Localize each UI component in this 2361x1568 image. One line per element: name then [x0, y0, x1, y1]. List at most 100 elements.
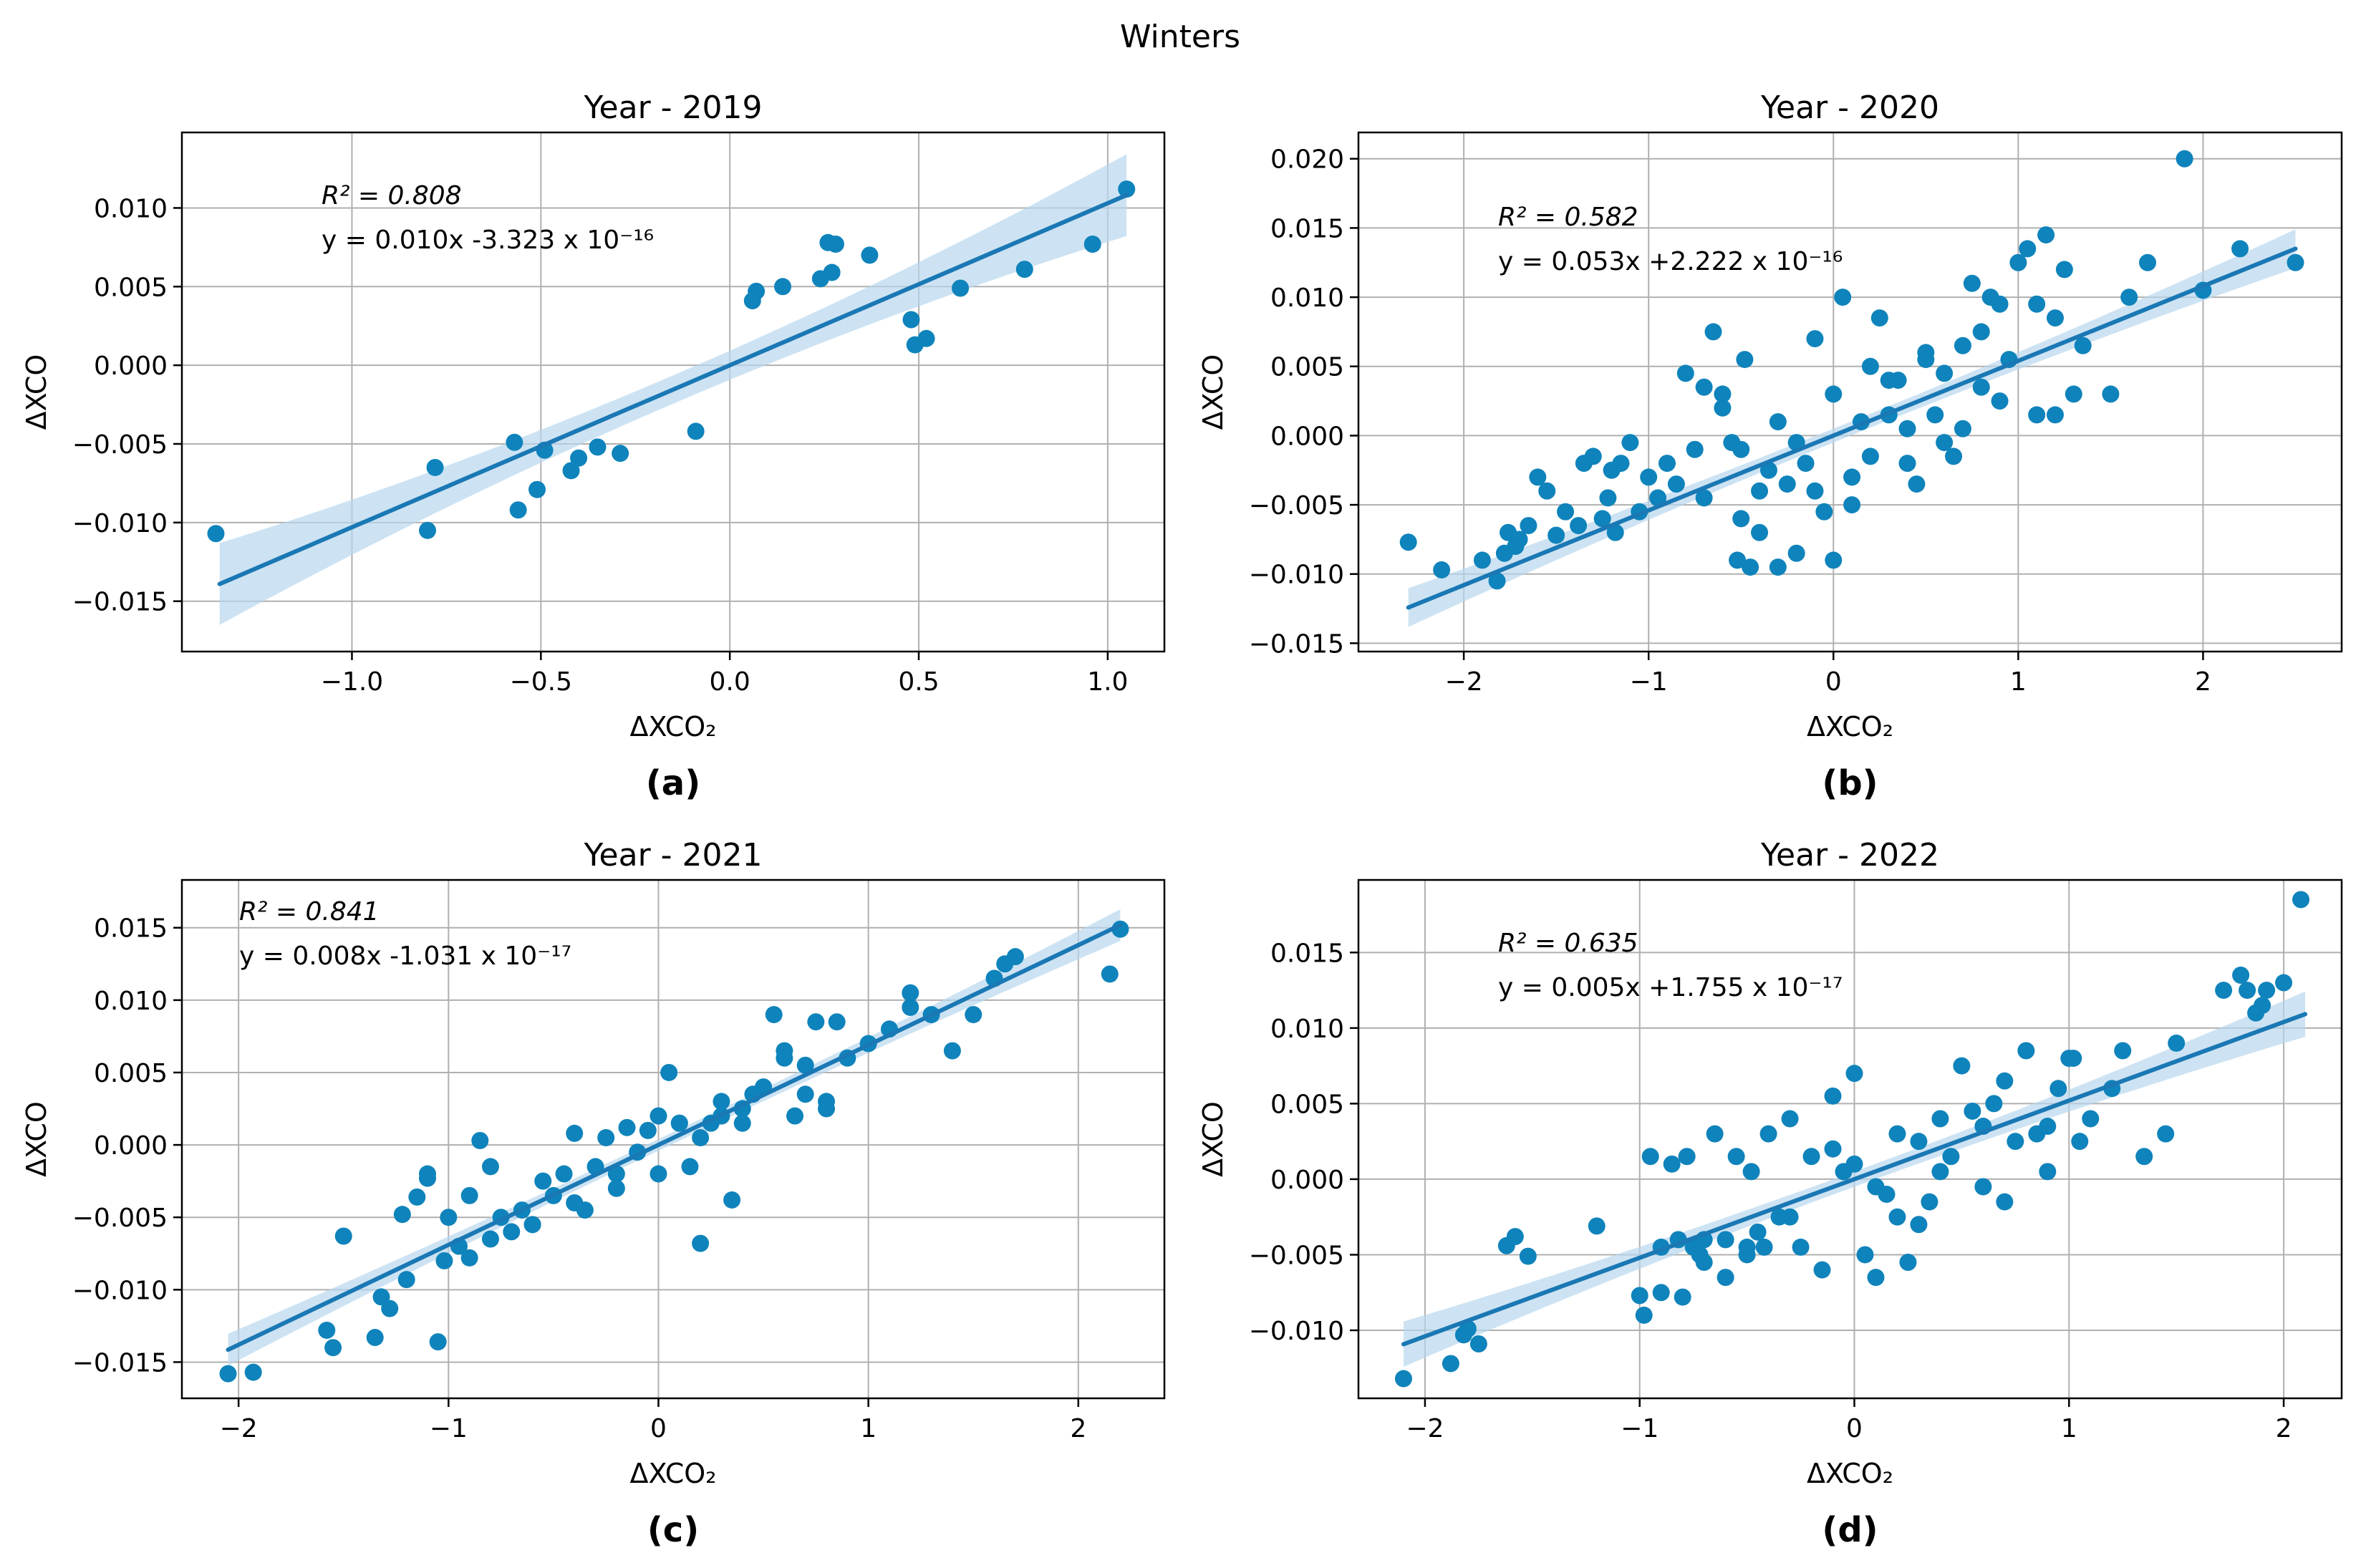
- data-point: [639, 1121, 657, 1139]
- data-point: [1936, 364, 1954, 382]
- data-point: [219, 1365, 237, 1383]
- plot-frame: [1357, 879, 2343, 1400]
- data-point: [1867, 1269, 1885, 1287]
- panel-title: Year - 2019: [584, 89, 763, 126]
- data-point: [2007, 1133, 2024, 1151]
- data-point: [1529, 468, 1547, 486]
- y-tick-label: 0.000: [94, 1131, 168, 1161]
- data-point: [1459, 1320, 1477, 1337]
- y-tick-label: −0.005: [1249, 491, 1344, 521]
- y-tick-label: −0.015: [1249, 629, 1344, 659]
- data-point: [2114, 1042, 2132, 1060]
- regression-line: [217, 193, 1129, 586]
- data-point: [1825, 385, 1843, 403]
- data-point: [1083, 235, 1101, 253]
- panel-label: (c): [647, 1510, 699, 1550]
- data-point: [2049, 1080, 2067, 1098]
- data-point: [1717, 1231, 1734, 1249]
- data-point: [2254, 997, 2271, 1015]
- r-squared-label: R² = 0.841: [239, 897, 380, 926]
- data-point: [440, 1209, 458, 1226]
- data-point: [1006, 948, 1024, 966]
- data-point: [2009, 253, 2027, 271]
- data-point: [692, 1128, 710, 1146]
- data-point: [650, 1165, 667, 1183]
- panel-1: −1.0 −0.5 0.0 0.5 1.0 −0.015 −0.010 −0.005 0.000…: [21, 89, 1166, 803]
- y-tick-label: 0.010: [94, 987, 168, 1016]
- x-tick-label: −1: [1630, 667, 1668, 697]
- data-point: [1714, 385, 1732, 403]
- data-point: [1557, 503, 1575, 521]
- data-point: [2039, 1163, 2057, 1181]
- data-point: [1954, 337, 1971, 354]
- data-point: [1606, 523, 1624, 541]
- x-tick-label: −1: [430, 1414, 468, 1443]
- data-point: [1706, 1125, 1724, 1143]
- data-point: [244, 1363, 262, 1381]
- data-point: [460, 1186, 478, 1204]
- data-point: [429, 1333, 447, 1351]
- panel-label: (b): [1822, 763, 1878, 803]
- data-point: [1755, 1238, 1773, 1256]
- x-tick-label: 0: [650, 1414, 667, 1443]
- data-point: [419, 521, 436, 539]
- x-tick-label: 0: [1846, 1414, 1863, 1443]
- data-point: [2037, 226, 2055, 244]
- data-point: [318, 1321, 336, 1339]
- data-point: [1101, 965, 1119, 983]
- data-point: [1652, 1284, 1670, 1302]
- data-point: [1845, 1065, 1863, 1083]
- data-point: [1963, 274, 1981, 292]
- data-point: [1824, 1140, 1842, 1158]
- data-point: [207, 525, 225, 543]
- panels: −1.0 −0.5 0.0 0.5 1.0 −0.015 −0.010 −0.005 0.000…: [21, 89, 2343, 1550]
- data-point: [566, 1194, 584, 1211]
- plot-frame: [180, 131, 1166, 653]
- y-tick-label: 0.000: [94, 352, 168, 381]
- scatter-points: [1394, 891, 2310, 1388]
- data-point: [660, 1063, 678, 1081]
- data-point: [1910, 1133, 1928, 1151]
- x-tick-label: 1: [2010, 667, 2027, 697]
- data-point: [2065, 385, 2082, 403]
- y-tick-label: 0.020: [1270, 145, 1344, 175]
- data-point: [1972, 323, 1990, 341]
- data-point: [1834, 289, 1852, 306]
- data-point: [1843, 496, 1861, 514]
- data-point: [687, 422, 705, 440]
- data-point: [943, 1042, 961, 1060]
- plot-frame: [180, 879, 1166, 1400]
- data-point: [733, 1114, 751, 1132]
- data-point: [1996, 1193, 2014, 1211]
- data-point: [2055, 261, 2073, 279]
- y-tick-label: −0.015: [72, 1348, 168, 1378]
- data-point: [1488, 572, 1506, 590]
- data-point: [1742, 558, 1759, 576]
- data-point: [1797, 455, 1815, 473]
- data-point: [528, 480, 546, 498]
- data-point: [1695, 378, 1713, 396]
- data-point: [1991, 295, 2009, 313]
- y-tick-label: −0.010: [72, 509, 168, 538]
- data-point: [1825, 551, 1843, 569]
- data-point: [1640, 468, 1658, 486]
- data-point: [2232, 966, 2250, 984]
- data-point: [1888, 1208, 1906, 1226]
- x-tick-label: −1: [1621, 1414, 1659, 1443]
- data-point: [828, 1013, 846, 1031]
- regression-equation: y = 0.010x -3.323 x 10⁻¹⁶: [322, 226, 654, 255]
- data-point: [566, 1124, 584, 1142]
- panel-title: Year - 2022: [1760, 837, 1939, 873]
- data-point: [796, 1056, 814, 1074]
- data-point: [1717, 1269, 1734, 1287]
- data-point: [2028, 295, 2046, 313]
- data-point: [1824, 1087, 1842, 1105]
- data-point: [1749, 1223, 1767, 1241]
- data-point: [1974, 1178, 1992, 1196]
- data-point: [2019, 240, 2037, 258]
- data-point: [2028, 406, 2046, 424]
- panel-2: −2 −1 0 1 2 −0.015 −0.010 −0.005 0.000 0.005 0.010…: [1197, 89, 2343, 803]
- data-point: [1936, 434, 1954, 452]
- y-tick-label: 0.005: [1270, 1090, 1344, 1119]
- data-point: [1599, 489, 1617, 507]
